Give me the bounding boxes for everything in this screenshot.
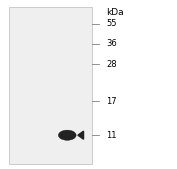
Text: 36: 36 [106,39,117,49]
Polygon shape [78,131,84,139]
Text: 11: 11 [106,131,117,140]
Bar [9,7,92,164]
Text: 17: 17 [106,97,117,106]
Text: 55: 55 [106,19,117,28]
Text: kDa: kDa [106,8,124,17]
Text: 28: 28 [106,60,117,69]
Ellipse shape [58,130,76,140]
